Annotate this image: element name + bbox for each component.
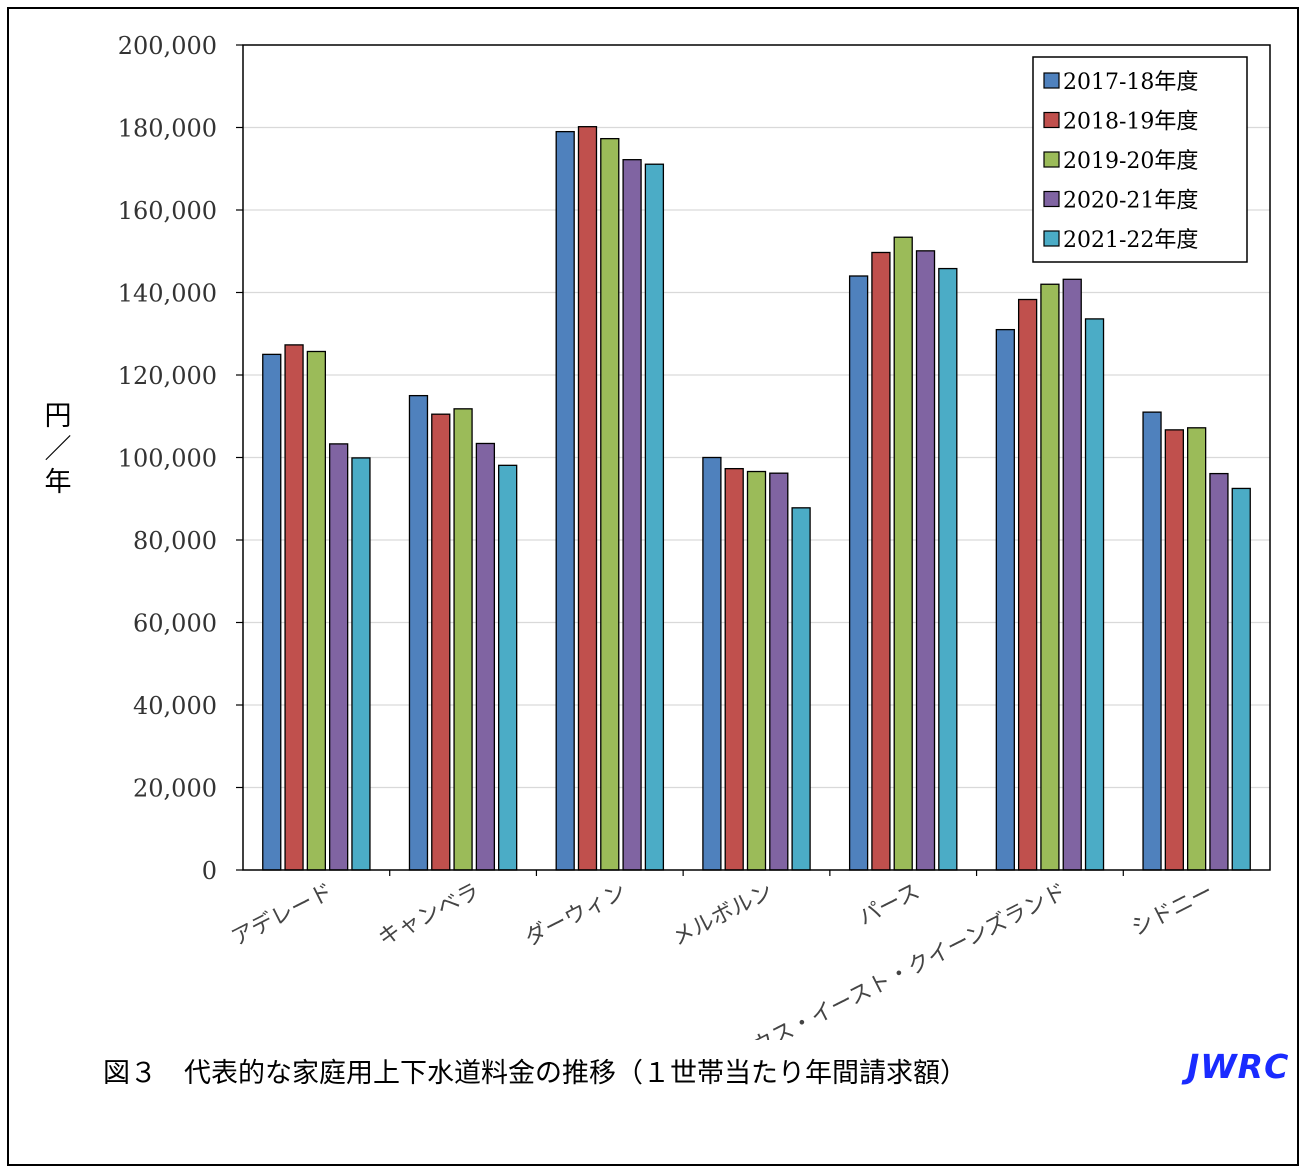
bar xyxy=(769,472,789,871)
bar xyxy=(577,126,598,871)
bar xyxy=(600,137,620,871)
bar xyxy=(1062,278,1082,871)
y-tick-label: 180,000 xyxy=(118,115,217,143)
y-axis-label-char: 円 xyxy=(45,401,72,432)
bar xyxy=(893,236,913,871)
bar xyxy=(284,344,304,871)
legend-label: 2021-22年度 xyxy=(1063,228,1198,253)
x-tick-label: パース xyxy=(855,879,924,931)
bar xyxy=(938,267,958,871)
figure-caption: 図３ 代表的な家庭用上下水道料金の推移（１世帯当たり年間請求額） xyxy=(103,1058,967,1089)
bar xyxy=(262,353,282,871)
bar xyxy=(555,130,575,871)
legend-swatch xyxy=(1043,111,1060,129)
y-tick-label: 200,000 xyxy=(118,32,217,60)
y-axis-label-char: ／ xyxy=(45,434,72,465)
y-tick-label: 140,000 xyxy=(118,280,217,308)
x-tick-label: シドニー xyxy=(1128,879,1218,941)
x-tick-label: ダーウィン xyxy=(521,879,630,951)
bar xyxy=(622,159,642,871)
x-axis-ticks: アデレード キャンベラ ダーウィン メルボルン パースサウス・イースト・クイーンズランド… xyxy=(228,870,1218,1040)
y-tick-label: 20,000 xyxy=(133,775,217,803)
legend-label: 2018-19年度 xyxy=(1063,110,1198,135)
x-tick-label: メルボルン xyxy=(668,879,777,951)
bar xyxy=(453,408,473,871)
bar xyxy=(498,464,518,871)
legend-swatch xyxy=(1043,72,1060,89)
legend-label: 2017-18年度 xyxy=(1063,70,1198,95)
bar xyxy=(724,467,744,871)
bar xyxy=(329,443,349,871)
figure-frame xyxy=(7,7,1299,1166)
y-tick-label: 120,000 xyxy=(118,362,217,390)
x-tick-label: キャンベラ xyxy=(374,879,483,951)
y-tick-label: 40,000 xyxy=(133,692,217,720)
legend-swatch xyxy=(1043,190,1060,208)
legend-label: 2020-21年度 xyxy=(1063,189,1198,214)
bar xyxy=(1209,472,1229,871)
legend-box xyxy=(1032,56,1248,263)
y-tick-label: 100,000 xyxy=(118,445,217,473)
bar xyxy=(475,442,496,871)
bar xyxy=(408,394,429,871)
bar xyxy=(915,250,936,871)
y-axis-label-char: 年 xyxy=(45,467,72,498)
bar xyxy=(351,457,371,871)
bar xyxy=(306,350,327,871)
bar xyxy=(995,328,1015,871)
bar xyxy=(746,470,767,871)
legend: 2017-18年度 2018-19年度 2019-20年度 2020-21年度 2021… xyxy=(1032,56,1248,263)
bar xyxy=(848,275,869,871)
bars xyxy=(262,126,1251,871)
bar xyxy=(1231,487,1251,871)
figure-caption-bar: 図３ 代表的な家庭用上下水道料金の推移（１世帯当たり年間請求額） JWRC xyxy=(0,1043,1306,1103)
legend-swatch xyxy=(1043,151,1060,168)
bar xyxy=(702,456,722,871)
bar xyxy=(431,413,451,871)
legend-label: 2019-20年度 xyxy=(1063,149,1198,174)
y-axis-label: 円／年 xyxy=(45,401,72,498)
bar xyxy=(1164,429,1184,871)
y-tick-label: 60,000 xyxy=(133,610,217,638)
x-tick-label: アデレード xyxy=(228,879,337,951)
y-tick-label: 160,000 xyxy=(118,197,217,225)
bar xyxy=(1017,298,1038,871)
y-tick-label: 0 xyxy=(202,857,217,885)
bar xyxy=(1142,411,1162,871)
bar xyxy=(1040,283,1060,871)
legend-swatch xyxy=(1043,230,1060,247)
jwrc-logo: JWRC xyxy=(1187,1047,1290,1086)
bar xyxy=(791,507,811,871)
bar xyxy=(1084,318,1105,871)
bar xyxy=(644,163,665,871)
y-tick-label: 80,000 xyxy=(133,527,217,555)
bar xyxy=(1186,427,1207,871)
bar xyxy=(871,251,891,871)
y-axis-ticks: 0 20,000 40,000 60,000 80,000 100,000 120,000 1… xyxy=(118,32,243,885)
bar-chart: 0 20,000 40,000 60,000 80,000 100,000 120,000 1… xyxy=(45,32,1271,1040)
